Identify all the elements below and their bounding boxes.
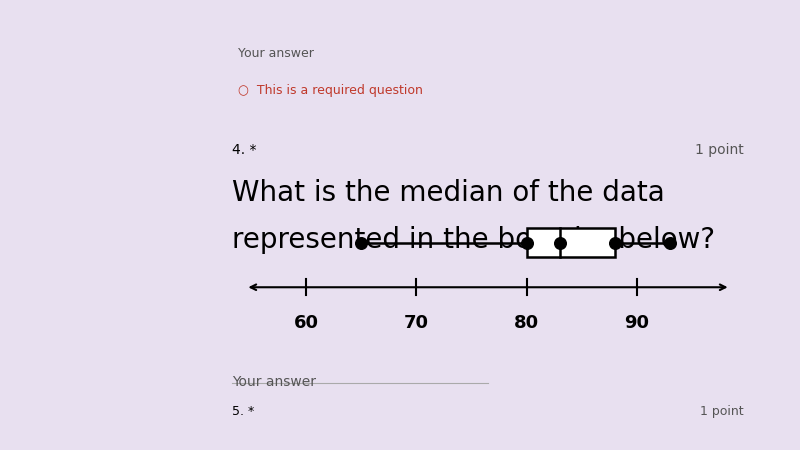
- Bar: [526, 228, 614, 257]
- Point: [554, 239, 566, 246]
- Text: 70: 70: [404, 314, 429, 332]
- Text: 60: 60: [294, 314, 318, 332]
- Text: 80: 80: [514, 314, 539, 332]
- Text: 1 point: 1 point: [700, 405, 744, 418]
- Text: Your answer: Your answer: [238, 47, 314, 60]
- Point: [608, 239, 621, 246]
- Text: 90: 90: [624, 314, 650, 332]
- Text: Your answer: Your answer: [232, 375, 316, 389]
- Text: 4. *: 4. *: [232, 143, 257, 157]
- Text: ○  This is a required question: ○ This is a required question: [238, 85, 422, 97]
- Text: 1 point: 1 point: [695, 143, 744, 157]
- Point: [520, 239, 533, 246]
- Point: [663, 239, 676, 246]
- Text: represented in the box plot below?: represented in the box plot below?: [232, 226, 715, 254]
- Point: [355, 239, 368, 246]
- Text: What is the median of the data: What is the median of the data: [232, 180, 665, 207]
- Text: 5. *: 5. *: [232, 405, 254, 418]
